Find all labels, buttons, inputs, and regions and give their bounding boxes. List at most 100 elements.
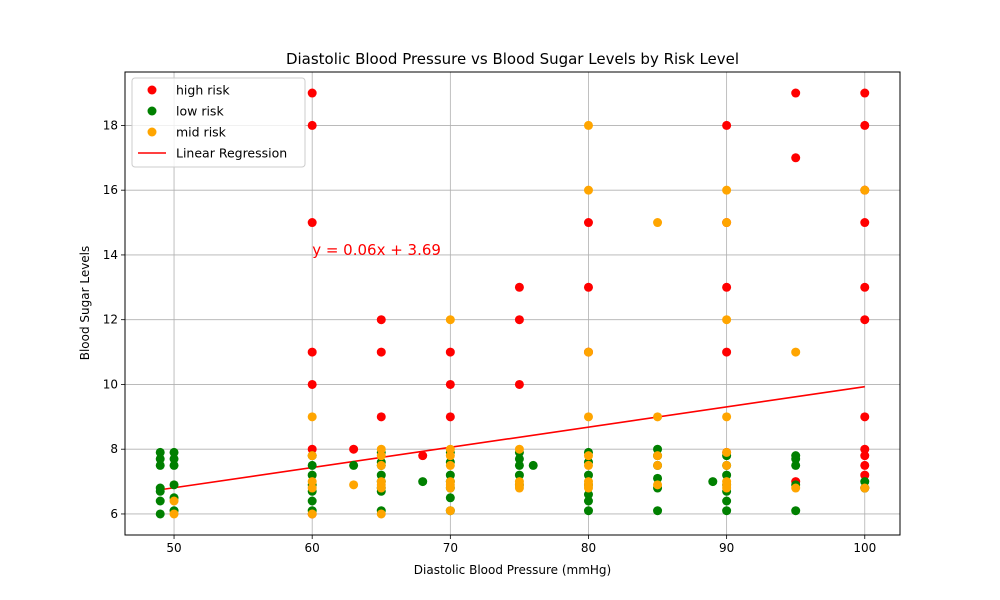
- point-high-risk: [791, 153, 801, 163]
- point-mid-risk: [653, 480, 663, 490]
- point-low-risk: [791, 506, 801, 516]
- legend-marker: [147, 85, 157, 95]
- point-mid-risk: [307, 509, 317, 519]
- y-tick-label: 16: [103, 183, 118, 197]
- point-mid-risk: [445, 451, 455, 461]
- point-low-risk: [583, 490, 593, 500]
- point-mid-risk: [653, 412, 663, 422]
- point-mid-risk: [583, 451, 593, 461]
- point-high-risk: [376, 412, 386, 422]
- point-mid-risk: [376, 483, 386, 493]
- point-low-risk: [155, 486, 165, 496]
- point-low-risk: [722, 506, 732, 516]
- point-low-risk: [349, 460, 359, 470]
- point-mid-risk: [307, 412, 317, 422]
- point-low-risk: [445, 470, 455, 480]
- point-high-risk: [860, 460, 870, 470]
- point-high-risk: [791, 88, 801, 98]
- point-mid-risk: [307, 477, 317, 487]
- point-mid-risk: [722, 185, 732, 195]
- point-high-risk: [307, 120, 317, 130]
- legend-marker: [147, 127, 157, 137]
- point-mid-risk: [583, 185, 593, 195]
- point-mid-risk: [791, 483, 801, 493]
- point-low-risk: [169, 480, 179, 490]
- point-mid-risk: [376, 444, 386, 454]
- point-high-risk: [307, 379, 317, 389]
- y-tick-label: 14: [103, 248, 118, 262]
- legend-box: [131, 77, 306, 168]
- point-high-risk: [860, 315, 870, 325]
- y-axis-ticks: 6 8 10 12 14 16 18: [103, 118, 125, 521]
- point-mid-risk: [169, 496, 179, 506]
- point-low-risk: [722, 470, 732, 480]
- point-high-risk: [860, 470, 870, 480]
- x-tick-label: 50: [166, 541, 181, 555]
- point-mid-risk: [583, 412, 593, 422]
- chart-title: Diastolic Blood Pressure vs Blood Sugar …: [286, 50, 739, 68]
- point-mid-risk: [307, 483, 317, 493]
- x-tick-label: 100: [853, 541, 876, 555]
- point-high-risk: [514, 282, 524, 292]
- series-high-risk: [307, 88, 870, 519]
- y-tick-label: 18: [103, 118, 118, 132]
- point-mid-risk: [860, 483, 870, 493]
- point-low-risk: [583, 470, 593, 480]
- point-high-risk: [307, 444, 317, 454]
- point-low-risk: [514, 454, 524, 464]
- point-mid-risk: [722, 412, 732, 422]
- regression-equation: y = 0.06x + 3.69: [312, 241, 441, 259]
- point-high-risk: [860, 282, 870, 292]
- point-high-risk: [445, 379, 455, 389]
- point-mid-risk: [169, 509, 179, 519]
- point-mid-risk: [514, 483, 524, 493]
- point-mid-risk: [722, 460, 732, 470]
- point-low-risk: [445, 493, 455, 503]
- point-mid-risk: [722, 483, 732, 493]
- point-high-risk: [722, 120, 732, 130]
- point-low-risk: [376, 470, 386, 480]
- point-low-risk: [722, 496, 732, 506]
- x-tick-label: 90: [719, 541, 734, 555]
- point-high-risk: [860, 451, 870, 461]
- point-mid-risk: [722, 447, 732, 457]
- y-tick-label: 6: [110, 507, 118, 521]
- x-tick-label: 70: [443, 541, 458, 555]
- point-low-risk: [307, 460, 317, 470]
- point-mid-risk: [514, 444, 524, 454]
- point-mid-risk: [653, 218, 663, 228]
- point-low-risk: [708, 477, 718, 487]
- point-mid-risk: [445, 483, 455, 493]
- point-low-risk: [653, 506, 663, 516]
- point-low-risk: [169, 460, 179, 470]
- legend-marker: [147, 106, 157, 116]
- point-low-risk: [169, 454, 179, 464]
- x-axis-label: Diastolic Blood Pressure (mmHg): [414, 563, 611, 577]
- point-mid-risk: [583, 347, 593, 357]
- point-high-risk: [376, 347, 386, 357]
- point-high-risk: [722, 282, 732, 292]
- y-axis-label: Blood Sugar Levels: [78, 246, 92, 361]
- point-low-risk: [653, 473, 663, 483]
- point-high-risk: [860, 412, 870, 422]
- point-low-risk: [169, 447, 179, 457]
- x-tick-label: 60: [305, 541, 320, 555]
- point-high-risk: [307, 88, 317, 98]
- point-low-risk: [418, 477, 428, 487]
- point-high-risk: [583, 218, 593, 228]
- point-high-risk: [445, 347, 455, 357]
- point-low-risk: [791, 454, 801, 464]
- point-low-risk: [860, 477, 870, 487]
- point-low-risk: [155, 454, 165, 464]
- point-mid-risk: [445, 444, 455, 454]
- point-high-risk: [722, 347, 732, 357]
- point-high-risk: [583, 282, 593, 292]
- y-tick-label: 10: [103, 377, 118, 391]
- point-high-risk: [860, 444, 870, 454]
- point-low-risk: [653, 444, 663, 454]
- point-high-risk: [376, 315, 386, 325]
- point-high-risk: [307, 218, 317, 228]
- point-high-risk: [514, 379, 524, 389]
- point-high-risk: [418, 451, 428, 461]
